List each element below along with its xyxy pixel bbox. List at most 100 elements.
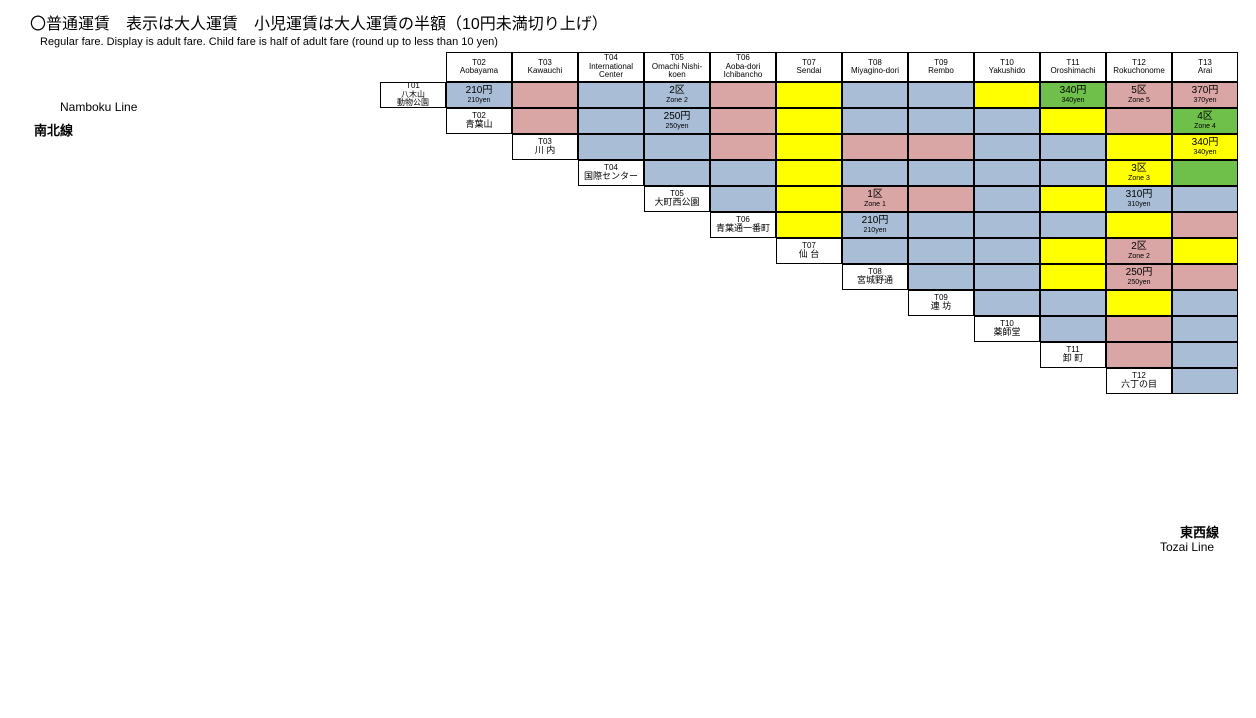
tozai-cell-5-6: 210円210yen: [842, 212, 908, 238]
tozai-cell-3-6: [842, 160, 908, 186]
tozai-cell-3-11: [1172, 160, 1238, 186]
tozai-top-T08: T08Miyagino-dori: [842, 52, 908, 82]
tozai-cell-7-8: [974, 264, 1040, 290]
tozai-diag-T12: T12六丁の目: [1106, 368, 1172, 394]
tozai-cell-3-10: 3区Zone 3: [1106, 160, 1172, 186]
tozai-cell-10-10: [1106, 342, 1172, 368]
tozai-cell-0-0: 210円210yen: [446, 82, 512, 108]
tozai-start: T01八木山動物公園: [380, 82, 446, 108]
tozai-cell-5-11: [1172, 212, 1238, 238]
tozai-diag-T02: T02青葉山: [446, 108, 512, 134]
tozai-cell-2-5: [776, 134, 842, 160]
tozai-cell-6-8: [974, 238, 1040, 264]
tozai-cell-4-5: [776, 186, 842, 212]
tozai-diag-T09: T09連 坊: [908, 290, 974, 316]
tozai-cell-1-5: [776, 108, 842, 134]
tozai-cell-0-11: 370円370yen: [1172, 82, 1238, 108]
tozai-cell-8-8: [974, 290, 1040, 316]
tozai-cell-2-10: [1106, 134, 1172, 160]
tozai-cell-0-1: [512, 82, 578, 108]
title-en: Regular fare. Display is adult fare. Chi…: [40, 36, 1236, 48]
tozai-diag-T11: T11卸 町: [1040, 342, 1106, 368]
tozai-cell-10-11: [1172, 342, 1238, 368]
tozai-cell-1-4: [710, 108, 776, 134]
tozai-cell-6-9: [1040, 238, 1106, 264]
tozai-cell-5-10: [1106, 212, 1172, 238]
tozai-diag-T06: T06青葉通一番町: [710, 212, 776, 238]
tozai-cell-2-11: 340円340yen: [1172, 134, 1238, 160]
tozai-cell-0-4: [710, 82, 776, 108]
tozai-diag-T07: T07仙 台: [776, 238, 842, 264]
tozai-cell-8-10: [1106, 290, 1172, 316]
tozai-cell-3-4: [710, 160, 776, 186]
tozai-cell-2-3: [644, 134, 710, 160]
tozai-cell-6-11: [1172, 238, 1238, 264]
tozai-cell-9-9: [1040, 316, 1106, 342]
tozai-cell-2-6: [842, 134, 908, 160]
tozai-cell-0-5: [776, 82, 842, 108]
tozai-cell-1-3: 250円250yen: [644, 108, 710, 134]
tozai-cell-0-8: [974, 82, 1040, 108]
tozai-cell-5-9: [1040, 212, 1106, 238]
tozai-cell-2-8: [974, 134, 1040, 160]
tozai-line-jp: 東西線: [1180, 522, 1219, 541]
tozai-cell-9-10: [1106, 316, 1172, 342]
tozai-cell-8-9: [1040, 290, 1106, 316]
tozai-cell-6-10: 2区Zone 2: [1106, 238, 1172, 264]
tozai-top-T11: T11Oroshimachi: [1040, 52, 1106, 82]
tozai-cell-11-11: [1172, 368, 1238, 394]
tozai-cell-1-2: [578, 108, 644, 134]
tozai-cell-3-3: [644, 160, 710, 186]
tozai-top-T10: T10Yakushido: [974, 52, 1040, 82]
tozai-cell-3-9: [1040, 160, 1106, 186]
tozai-cell-8-11: [1172, 290, 1238, 316]
tozai-cell-4-4: [710, 186, 776, 212]
tozai-cell-5-5: [776, 212, 842, 238]
tozai-cell-7-10: 250円250yen: [1106, 264, 1172, 290]
tozai-top-T05: T05Omachi Nishi-koen: [644, 52, 710, 82]
tozai-diag-T03: T03川 内: [512, 134, 578, 160]
tozai-cell-4-9: [1040, 186, 1106, 212]
tozai-cell-6-6: [842, 238, 908, 264]
tozai-cell-9-11: [1172, 316, 1238, 342]
tozai-cell-2-2: [578, 134, 644, 160]
tozai-cell-1-9: [1040, 108, 1106, 134]
tozai-cell-1-7: [908, 108, 974, 134]
tozai-cell-1-6: [842, 108, 908, 134]
tozai-cell-4-7: [908, 186, 974, 212]
tozai-cell-4-10: 310円310yen: [1106, 186, 1172, 212]
fare-grid: Namboku Line 南北線 東西線 Tozai Line T02Aobay…: [20, 52, 1230, 702]
tozai-diag-T10: T10薬師堂: [974, 316, 1040, 342]
tozai-cell-4-11: [1172, 186, 1238, 212]
tozai-cell-2-7: [908, 134, 974, 160]
tozai-top-T07: T07Sendai: [776, 52, 842, 82]
tozai-top-T04: T04International Center: [578, 52, 644, 82]
tozai-cell-3-7: [908, 160, 974, 186]
tozai-cell-1-11: 4区Zone 4: [1172, 108, 1238, 134]
tozai-cell-0-9: 340円340yen: [1040, 82, 1106, 108]
tozai-top-T06: T06Aoba-dori Ichibancho: [710, 52, 776, 82]
tozai-top-T09: T09Rembo: [908, 52, 974, 82]
tozai-cell-2-4: [710, 134, 776, 160]
tozai-cell-4-6: 1区Zone 1: [842, 186, 908, 212]
tozai-cell-0-7: [908, 82, 974, 108]
tozai-cell-0-6: [842, 82, 908, 108]
namboku-line-jp: 南北線: [34, 120, 73, 139]
tozai-cell-6-7: [908, 238, 974, 264]
tozai-line-en: Tozai Line: [1160, 540, 1214, 554]
tozai-cell-3-8: [974, 160, 1040, 186]
tozai-cell-7-11: [1172, 264, 1238, 290]
tozai-diag-T05: T05大町西公園: [644, 186, 710, 212]
tozai-cell-0-10: 5区Zone 5: [1106, 82, 1172, 108]
tozai-cell-0-3: 2区Zone 2: [644, 82, 710, 108]
tozai-cell-0-2: [578, 82, 644, 108]
tozai-cell-3-5: [776, 160, 842, 186]
tozai-cell-5-8: [974, 212, 1040, 238]
tozai-top-T02: T02Aobayama: [446, 52, 512, 82]
tozai-top-T12: T12Rokuchonome: [1106, 52, 1172, 82]
tozai-cell-2-9: [1040, 134, 1106, 160]
tozai-cell-4-8: [974, 186, 1040, 212]
tozai-top-T03: T03Kawauchi: [512, 52, 578, 82]
tozai-diag-T04: T04国際センター: [578, 160, 644, 186]
tozai-cell-1-1: [512, 108, 578, 134]
